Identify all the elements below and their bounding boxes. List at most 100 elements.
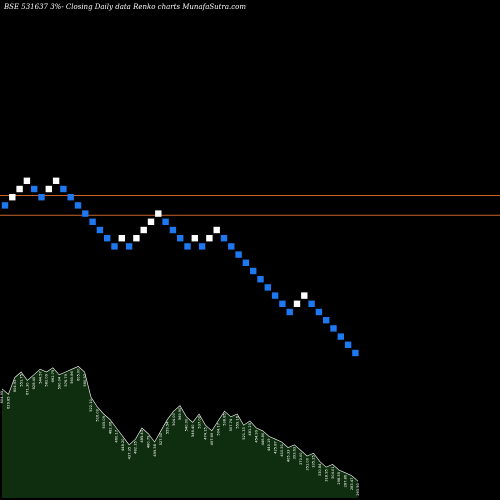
volume-label: 474.15 (204, 427, 208, 440)
renko-brick-down (74, 202, 82, 209)
renko-brick-up (293, 300, 301, 307)
volume-label: 662.79 (51, 369, 55, 382)
volume-label: 560.97 (83, 374, 87, 387)
volume-label: 481.25 (248, 423, 252, 436)
renko-brick-down (89, 218, 96, 225)
volume-label: 560.86 (70, 370, 74, 383)
renko-brick-down (38, 194, 45, 201)
volume-label: 460.17 (115, 430, 119, 443)
volume-label: 605.00 (77, 368, 81, 381)
volume-label: 516.00 (96, 408, 100, 421)
renko-brick-down (125, 243, 133, 250)
volume-label: 263.50 (356, 482, 360, 495)
renko-brick-up (213, 226, 220, 234)
volume-label: 537.00 (197, 415, 201, 428)
renko-brick-down (220, 235, 228, 242)
renko-brick-down (235, 251, 242, 258)
renko-brick-up (191, 235, 198, 242)
volume-label: 425.87 (274, 441, 278, 454)
renko-brick-down (111, 243, 118, 250)
volume-label: 629.85 (7, 396, 11, 409)
renko-brick-down (31, 185, 38, 193)
renko-brick-up (23, 177, 31, 184)
volume-label: 448.20 (121, 438, 125, 451)
volume-label: 482.06 (108, 421, 112, 434)
volume-label: 370.00 (299, 452, 303, 465)
renko-brick-down (330, 325, 337, 332)
renko-brick-down (177, 235, 184, 242)
renko-brick-down (1, 202, 9, 209)
volume-label: 287.86 (344, 474, 348, 487)
renko-brick-down (250, 267, 257, 275)
volume-label: 576.79 (64, 373, 68, 386)
renko-brick-up (45, 185, 52, 193)
volume-label: 582.09 (45, 373, 49, 386)
volume-label: 504.00 (172, 412, 176, 425)
renko-brick-down (271, 292, 279, 299)
volume-label: 671.30 (26, 382, 30, 395)
renko-brick-down (337, 333, 344, 340)
renko-brick-up (140, 226, 147, 234)
volume-label: 330.84 (318, 463, 322, 476)
renko-brick-down (344, 341, 352, 348)
renko-brick-up (155, 210, 162, 217)
renko-brick-down (228, 243, 235, 250)
volume-label: 559.16 (235, 415, 239, 428)
renko-brick-up (206, 235, 213, 242)
volume-label: 318.95 (324, 469, 328, 482)
renko-brick-down (169, 226, 177, 234)
volume-label: 410.51 (280, 444, 284, 457)
volume-label: 499.58 (153, 443, 157, 456)
volume-label: 551.75 (19, 374, 23, 387)
volume-label: 446.80 (261, 432, 265, 445)
volume-label: 522.10 (89, 398, 93, 411)
volume-label: 507.74 (229, 418, 233, 431)
renko-brick-down (257, 276, 264, 283)
volume-label: 351.00 (305, 457, 309, 470)
volume-label: 304.01 (331, 466, 335, 479)
volume-line (1, 366, 359, 482)
renko-brick-down (162, 218, 169, 225)
volume-label: 393.63 (293, 447, 297, 460)
volume-label: 485.43 (140, 430, 144, 443)
volume-fill (2, 366, 358, 498)
volume-label: 505.09 (102, 415, 106, 428)
renko-brick-up (133, 235, 140, 242)
renko-brick-down (352, 349, 359, 357)
volume-label: 546.40 (191, 424, 195, 437)
volume-label: 482.35 (134, 441, 138, 454)
volume-label: 604.93 (13, 380, 17, 393)
renko-brick-down (286, 308, 293, 316)
volume-label: 480.79 (146, 435, 150, 448)
renko-brick-up (16, 185, 23, 193)
volume-label: 628.40 (32, 376, 36, 389)
volume-label: 527.00 (159, 432, 163, 445)
volume-label: 454.99 (255, 429, 259, 442)
volume-label: 440.19 (267, 438, 271, 451)
volume-label: 538.85 (223, 413, 227, 426)
renko-brick-up (118, 235, 125, 242)
renko-brick-down (242, 259, 250, 266)
volume-label: 540.00 (185, 418, 189, 431)
renko-brick-down (279, 300, 286, 307)
volume-label: 298.55 (337, 472, 341, 485)
volume-label: 504.17 (216, 423, 220, 436)
renko-brick-down (198, 243, 206, 250)
volume-label: 405.33 (286, 450, 290, 463)
renko-brick-down (264, 284, 271, 291)
renko-brick-up (301, 292, 308, 299)
volume-label: 497.69 (210, 432, 214, 445)
renko-brick-down (104, 235, 111, 242)
renko-brick-down (82, 210, 89, 217)
renko-brick-down (96, 226, 104, 234)
renko-brick-down (308, 300, 315, 307)
volume-label: 437.35 (127, 447, 131, 460)
renko-bricks (1, 177, 359, 357)
renko-brick-down (184, 243, 191, 250)
volume-label: 590.04 (57, 376, 61, 389)
renko-brick-down (315, 308, 323, 316)
volume-label: 544.57 (38, 371, 42, 384)
renko-brick-up (52, 177, 60, 184)
